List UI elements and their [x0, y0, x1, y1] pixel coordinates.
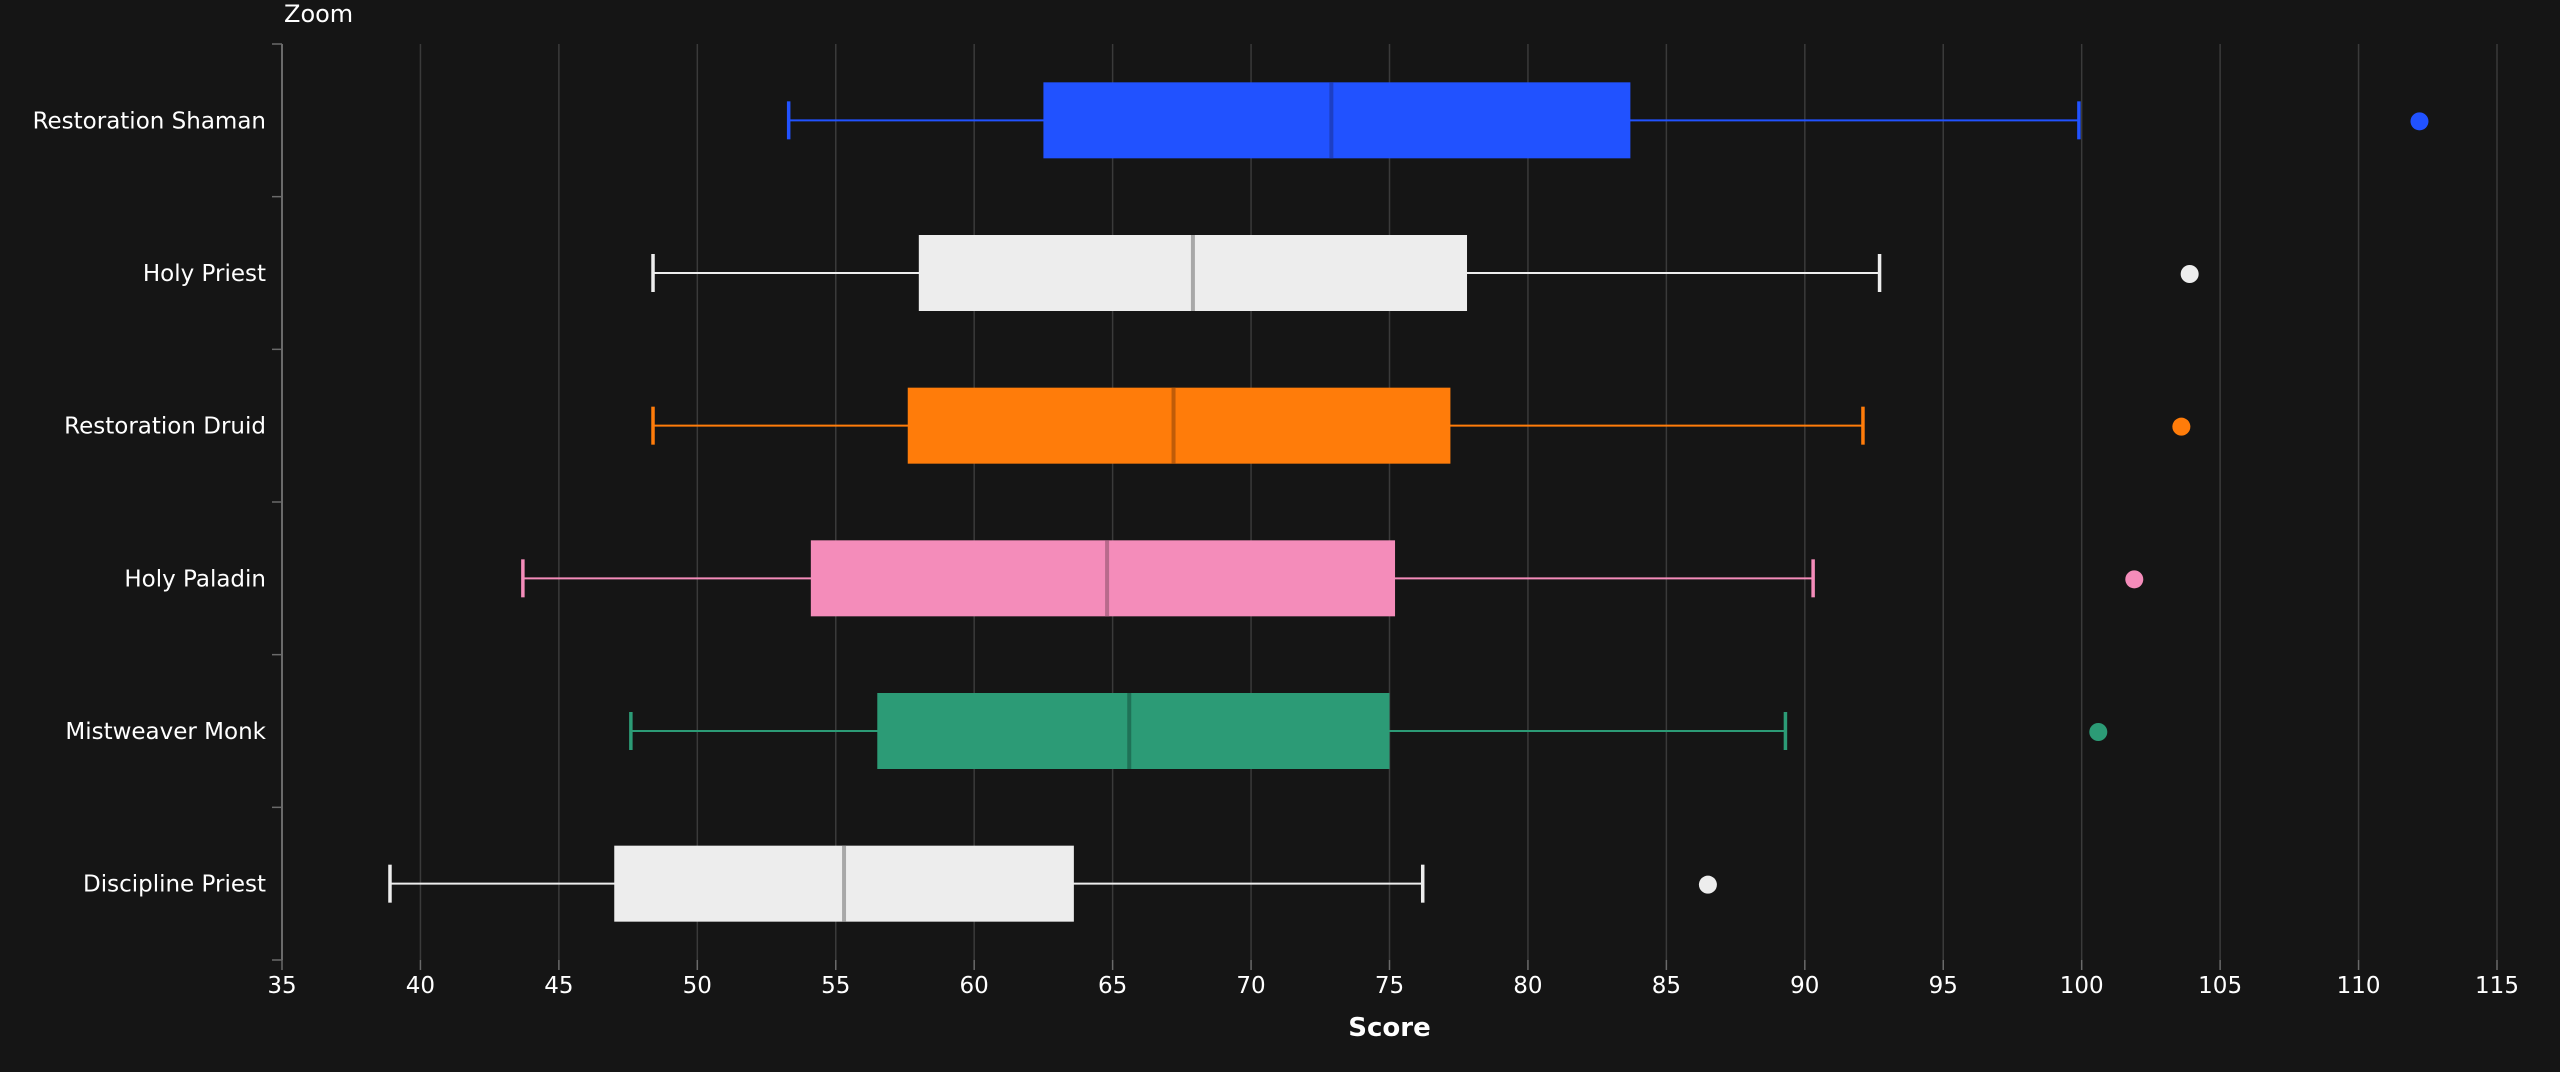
outlier-point[interactable]	[1698, 875, 1717, 894]
box-restoration-druid[interactable]	[651, 387, 2191, 464]
grid-layer	[419, 44, 2498, 960]
iqr-box	[907, 387, 1451, 464]
outlier-point[interactable]	[2089, 723, 2108, 741]
x-tick-label-80: 80	[1513, 973, 1542, 999]
x-tick-label-105: 105	[2198, 973, 2242, 999]
category-label-mistweaver-monk: Mistweaver Monk	[65, 719, 266, 745]
iqr-box	[810, 540, 1396, 617]
category-label-holy-paladin: Holy Paladin	[124, 566, 266, 592]
x-tick-label-115: 115	[2475, 973, 2519, 999]
x-tick-label-40: 40	[406, 973, 435, 999]
x-tick-label-90: 90	[1790, 973, 1819, 999]
x-tick-label-110: 110	[2337, 973, 2381, 999]
box-discipline-priest[interactable]	[388, 845, 1717, 922]
label-layer: Restoration Shaman Holy Priest Restoration…	[33, 108, 267, 897]
outlier-point[interactable]	[2410, 112, 2429, 131]
box-mistweaver-monk[interactable]	[629, 693, 2108, 769]
x-tick-label-65: 65	[1098, 973, 1127, 999]
x-tick-label-60: 60	[960, 973, 989, 999]
x-tick-label-95: 95	[1929, 973, 1958, 999]
x-axis-title: Score	[1348, 1013, 1430, 1043]
x-tick-label-100: 100	[2060, 973, 2104, 999]
iqr-box	[1043, 82, 1631, 159]
x-tick-label-45: 45	[544, 973, 573, 999]
category-label-restoration-druid: Restoration Druid	[64, 414, 266, 440]
outlier-point[interactable]	[2125, 570, 2144, 589]
x-tick-label-55: 55	[821, 973, 850, 999]
x-tick-label-50: 50	[683, 973, 712, 999]
category-label-discipline-priest: Discipline Priest	[83, 872, 266, 898]
box-holy-priest[interactable]	[651, 235, 2199, 311]
axis-layer: 35 40 45 50 55 60 65 70 75 80 85 90 95 100 105 110 115	[267, 43, 2519, 999]
iqr-box	[877, 693, 1390, 769]
x-tick-label-75: 75	[1375, 973, 1404, 999]
box-holy-paladin[interactable]	[521, 540, 2144, 617]
category-label-restoration-shaman: Restoration Shaman	[33, 108, 266, 134]
box-restoration-shaman[interactable]	[786, 82, 2429, 159]
box-layer	[388, 82, 2429, 922]
x-tick-label-85: 85	[1652, 973, 1681, 999]
x-tick-label-35: 35	[267, 973, 296, 999]
zoom-label[interactable]: Zoom	[284, 0, 354, 28]
outlier-point[interactable]	[2172, 417, 2191, 436]
category-label-holy-priest: Holy Priest	[143, 261, 266, 287]
x-tick-label-70: 70	[1236, 973, 1265, 999]
outlier-point[interactable]	[2180, 265, 2199, 283]
